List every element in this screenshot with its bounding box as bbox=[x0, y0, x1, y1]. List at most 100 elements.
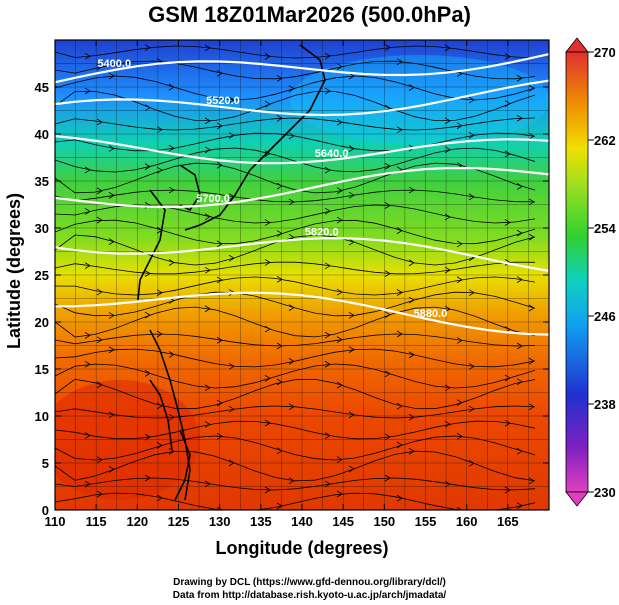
x-tick-label: 130 bbox=[209, 514, 231, 529]
wind-arrow bbox=[108, 346, 115, 354]
wind-arrow bbox=[336, 381, 343, 389]
wind-arrow bbox=[396, 126, 403, 134]
x-axis: 110 115 120 125 130 135 140 145 150 155 160 165 bbox=[45, 40, 519, 529]
wind-arrow bbox=[216, 276, 223, 284]
wind-arrow bbox=[468, 459, 475, 467]
wind-arrow bbox=[528, 84, 535, 92]
wind-arrow bbox=[408, 351, 415, 359]
wind-arrow bbox=[444, 480, 451, 488]
wind-arrow bbox=[204, 117, 211, 125]
warm-pool bbox=[55, 380, 200, 500]
wind-arrow bbox=[336, 288, 343, 296]
wind-arrow bbox=[504, 100, 511, 107]
wind-arrow bbox=[384, 311, 391, 319]
x-tick-label: 145 bbox=[332, 514, 354, 529]
wind-arrow bbox=[396, 330, 403, 338]
y-tick-label: 25 bbox=[35, 268, 49, 283]
wind-arrow bbox=[204, 384, 211, 392]
wind-arrow bbox=[468, 405, 475, 413]
colorbar-body bbox=[565, 51, 589, 493]
wind-arrow bbox=[348, 238, 355, 246]
wind-arrow bbox=[96, 187, 103, 195]
cold-core bbox=[290, 55, 549, 145]
wind-arrow bbox=[144, 433, 151, 441]
wind-arrow bbox=[264, 419, 271, 427]
wind-arrow bbox=[456, 337, 463, 344]
wind-arrow bbox=[348, 411, 355, 419]
streamline bbox=[55, 261, 536, 275]
wind-arrow bbox=[276, 75, 283, 82]
streamline bbox=[55, 492, 536, 510]
wind-arrow bbox=[96, 63, 103, 71]
wind-arrow bbox=[216, 432, 223, 440]
wind-arrow bbox=[96, 118, 103, 126]
streamline bbox=[55, 132, 536, 152]
wind-arrow bbox=[408, 186, 415, 194]
wind-arrow bbox=[216, 336, 223, 344]
wind-arrow bbox=[504, 150, 511, 158]
streamlines bbox=[55, 44, 536, 510]
contour-label: 5820.0 bbox=[305, 226, 339, 238]
wind-arrow bbox=[528, 304, 535, 312]
wind-arrow bbox=[336, 187, 343, 194]
wind-arrow bbox=[336, 118, 343, 126]
wind-arrow bbox=[84, 262, 91, 269]
x-tick-label: 115 bbox=[86, 514, 107, 529]
x-tick-label: 120 bbox=[126, 514, 148, 529]
contour-line bbox=[55, 135, 549, 165]
wind-arrow bbox=[108, 466, 115, 473]
wind-arrow bbox=[288, 358, 295, 365]
wind-arrow bbox=[204, 266, 211, 274]
wind-arrow bbox=[108, 411, 115, 419]
wind-arrow bbox=[444, 305, 451, 313]
wind-arrow bbox=[444, 146, 451, 154]
wind-arrow bbox=[324, 262, 331, 270]
wind-arrow bbox=[276, 342, 283, 350]
wind-arrow bbox=[408, 413, 415, 421]
wind-arrow bbox=[168, 259, 175, 266]
colorbar-top-arrow bbox=[565, 37, 589, 53]
wind-arrow bbox=[144, 474, 151, 482]
contour-label: 5520.0 bbox=[206, 95, 240, 107]
streamline bbox=[55, 117, 536, 131]
wind-arrow bbox=[84, 166, 91, 174]
wind-arrow bbox=[288, 304, 295, 311]
contour-line bbox=[55, 79, 549, 117]
wind-arrow bbox=[516, 114, 523, 122]
y-tick-label: 30 bbox=[35, 221, 49, 236]
wind-arrow bbox=[156, 126, 163, 134]
wind-arrow bbox=[456, 240, 463, 248]
wind-arrow bbox=[216, 399, 223, 407]
wind-arrow bbox=[108, 238, 115, 245]
coastline-philippines bbox=[149, 379, 191, 501]
contour-line bbox=[55, 237, 549, 272]
streamline bbox=[55, 306, 536, 338]
wind-arrow bbox=[528, 357, 535, 365]
wind-arrow bbox=[348, 145, 355, 152]
x-tick-label: 160 bbox=[456, 514, 478, 529]
colorbar-tick-label: 238 bbox=[594, 397, 616, 412]
wind-arrow bbox=[276, 502, 283, 510]
wind-arrow bbox=[504, 219, 511, 226]
streamline bbox=[55, 450, 536, 482]
wind-arrow bbox=[504, 259, 511, 266]
wind-arrow bbox=[216, 69, 223, 77]
wind-arrow bbox=[336, 336, 343, 343]
wind-arrow bbox=[96, 490, 103, 498]
wind-arrow bbox=[336, 490, 343, 498]
wind-arrow bbox=[336, 63, 343, 70]
wind-arrow bbox=[216, 122, 223, 130]
wind-arrow bbox=[108, 312, 115, 319]
wind-arrow bbox=[156, 289, 163, 297]
x-tick-label: 135 bbox=[250, 514, 272, 529]
streamline bbox=[55, 234, 536, 266]
colorbar-tick-label: 262 bbox=[594, 133, 616, 148]
wind-arrow bbox=[276, 114, 283, 122]
wind-arrow bbox=[108, 192, 115, 199]
wind-arrow bbox=[264, 100, 271, 108]
height-contours: 5400.0 5520.0 5640.0 5700.0 5820.0 5880.0 bbox=[55, 53, 549, 336]
credit-drawing: Drawing by DCL (https://www.gfd-dennou.o… bbox=[173, 577, 446, 588]
colorbar-tick-label: 230 bbox=[594, 485, 616, 500]
y-tick-label: 40 bbox=[35, 127, 49, 142]
wind-arrow bbox=[396, 441, 403, 449]
